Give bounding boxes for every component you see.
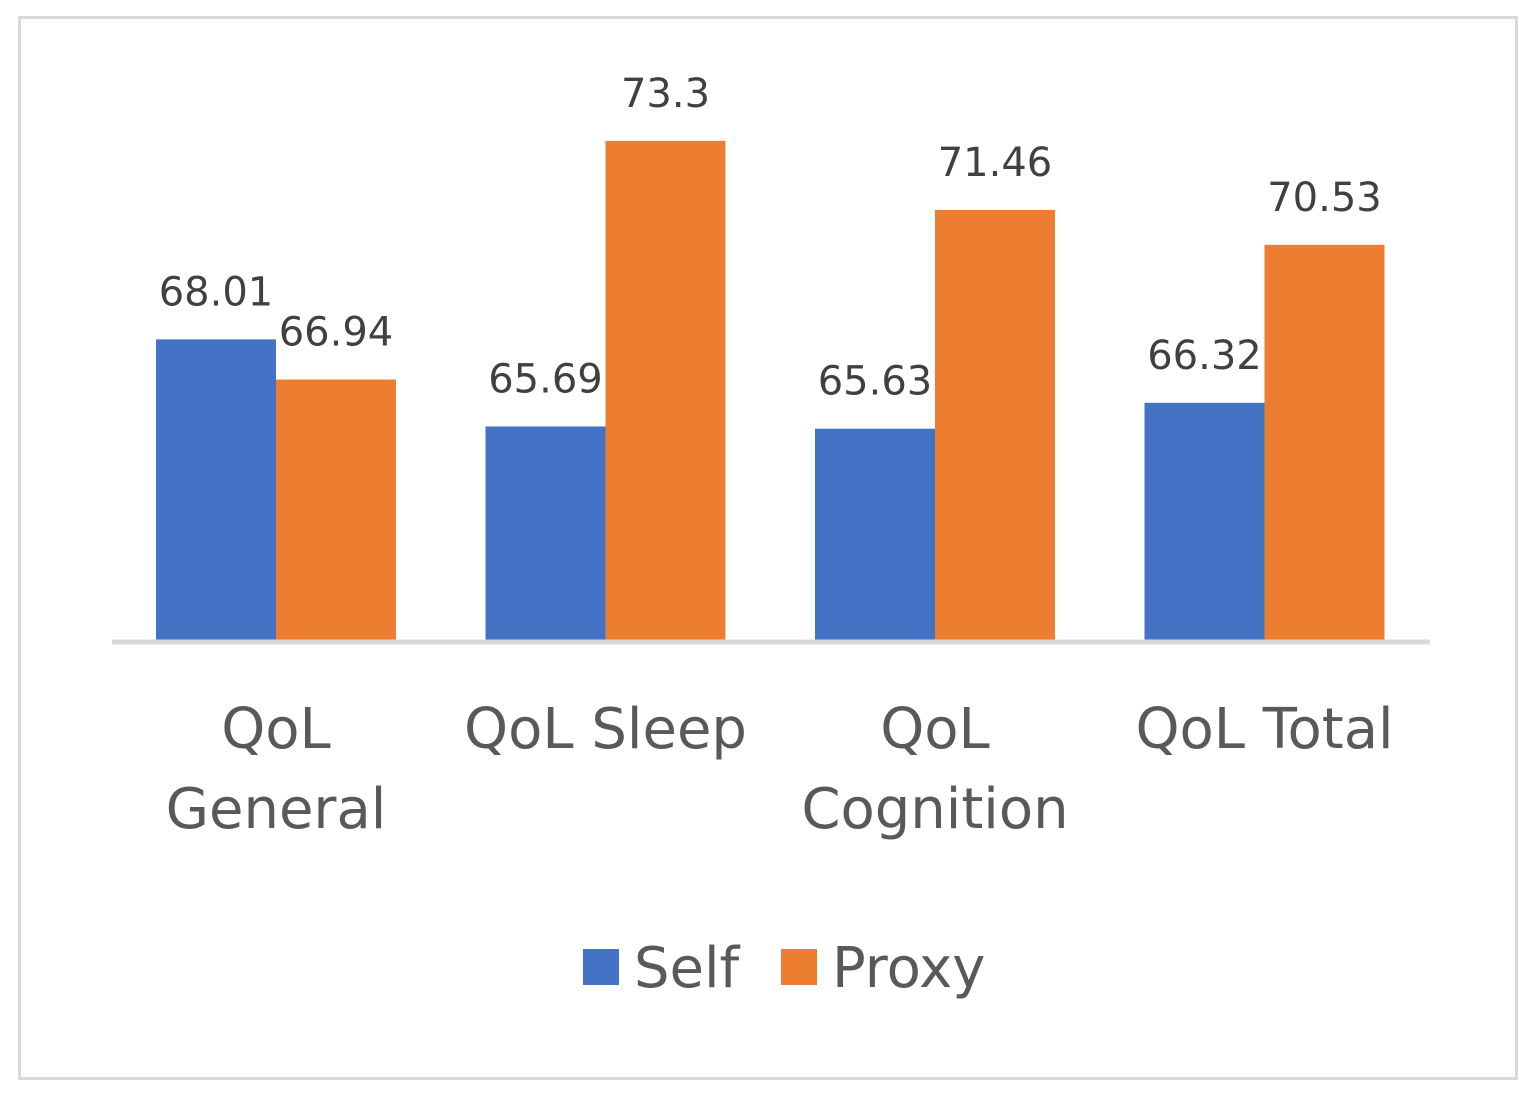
legend-label-self: Self — [634, 936, 741, 1001]
data-label-proxy-1: 73.3 — [621, 71, 710, 117]
legend: Self Proxy — [583, 936, 985, 1001]
bar-proxy-1 — [605, 140, 726, 640]
data-label-proxy-0: 66.94 — [279, 310, 394, 356]
category-label-line: QoL Total — [1135, 697, 1393, 762]
category-label-line: General — [166, 777, 387, 842]
bar-proxy-3 — [1264, 244, 1385, 641]
bar-self-3 — [1144, 402, 1265, 640]
data-label-self-3: 66.32 — [1147, 333, 1262, 379]
category-label-0: QoL General — [166, 697, 387, 842]
legend-swatch-self — [583, 949, 619, 985]
category-label-line: QoL — [221, 697, 331, 762]
bar-self-1 — [485, 426, 606, 640]
bar-self-2 — [815, 428, 935, 640]
bar-proxy-2 — [935, 209, 1055, 641]
data-label-proxy-2: 71.46 — [938, 140, 1053, 186]
category-label-line: QoL Sleep — [464, 697, 747, 762]
data-label-self-0: 68.01 — [159, 269, 274, 315]
legend-swatch-proxy — [781, 949, 817, 985]
data-label-proxy-3: 70.53 — [1267, 175, 1382, 221]
data-label-self-2: 65.63 — [818, 359, 933, 405]
category-labels-layer: QoL General QoL Sleep QoL Cognition QoL Total — [166, 697, 1394, 842]
category-label-1: QoL Sleep — [464, 697, 747, 762]
category-label-line: Cognition — [801, 777, 1068, 842]
category-label-3: QoL Total — [1135, 697, 1393, 762]
category-label-line: QoL — [880, 697, 990, 762]
legend-label-proxy: Proxy — [832, 936, 985, 1001]
category-label-2: QoL Cognition — [801, 697, 1068, 842]
bars-layer — [156, 140, 1385, 641]
bar-self-0 — [156, 339, 276, 640]
data-label-self-1: 65.69 — [488, 356, 603, 402]
bar-proxy-0 — [276, 379, 396, 640]
